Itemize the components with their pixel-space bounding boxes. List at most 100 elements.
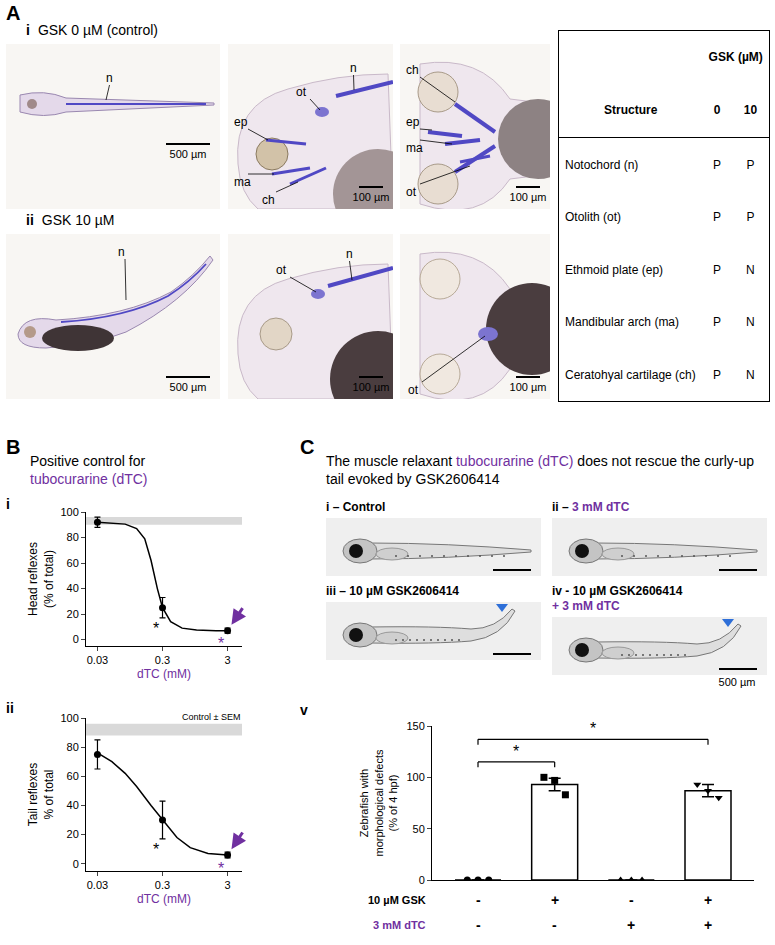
svg-text:-: -	[476, 917, 481, 933]
html-text:GSK 0 µM (control): GSK 0 µM (control)	[37, 22, 158, 38]
svg-text:0.03: 0.03	[87, 654, 108, 666]
html-text:Otolith (ot): Otolith (ot)	[565, 210, 621, 225]
html-text:0: 0	[713, 103, 721, 118]
svg-text:0: 0	[419, 874, 425, 886]
svg-text:ep: ep	[234, 115, 248, 129]
svg-text:*: *	[153, 620, 159, 637]
svg-text:ot: ot	[408, 383, 419, 397]
html-text:10: 10	[743, 103, 758, 118]
svg-text:10 µM GSK: 10 µM GSK	[368, 894, 426, 906]
svg-text:3: 3	[225, 879, 231, 891]
svg-text:*: *	[153, 841, 159, 858]
svg-text:3: 3	[225, 654, 231, 666]
svg-text:*: *	[218, 860, 224, 877]
svg-text:*: *	[218, 635, 224, 652]
html-text:ii: ii	[6, 700, 14, 716]
html-text:GSK 10 µM: GSK 10 µM	[41, 212, 115, 228]
html-text:Ethmoid plate (ep): Ethmoid plate (ep)	[565, 262, 664, 277]
svg-text:ch: ch	[406, 63, 419, 77]
html-text:ii: ii	[26, 212, 34, 228]
html-text:+ 3 mM dTC: + 3 mM dTC	[552, 599, 620, 613]
svg-text:500 µm: 500 µm	[170, 148, 207, 160]
svg-text:Tail reflexes% of total: Tail reflexes% of total	[26, 763, 56, 826]
html-text:Mandibular arch (ma): Mandibular arch (ma)	[565, 315, 679, 330]
svg-text:ep: ep	[406, 115, 420, 129]
svg-text:20: 20	[67, 828, 79, 840]
svg-text:80: 80	[67, 741, 79, 753]
html-text:P: P	[713, 315, 722, 330]
svg-text:3 mM dTC: 3 mM dTC	[373, 919, 426, 931]
svg-text:20: 20	[67, 608, 79, 620]
html-text:Ceratohyal cartilage (ch): Ceratohyal cartilage (ch)	[565, 367, 696, 382]
svg-text:n: n	[118, 245, 125, 259]
svg-text:40: 40	[67, 582, 79, 594]
html-text:A: A	[6, 2, 21, 24]
svg-text:100 µm: 100 µm	[353, 381, 390, 393]
svg-text:dTC (mM): dTC (mM)	[137, 667, 191, 681]
svg-text:50: 50	[413, 823, 425, 835]
html-text:C: C	[300, 436, 315, 458]
svg-text:ch: ch	[262, 193, 275, 207]
html-text:Structure: Structure	[604, 103, 658, 118]
svg-text:+: +	[551, 892, 559, 908]
svg-text:Zebrafish withmorphological de: Zebrafish withmorphological defects(% of…	[358, 749, 399, 857]
svg-text:ot: ot	[406, 185, 417, 199]
html-text:N: N	[746, 315, 755, 330]
svg-text:100: 100	[60, 506, 78, 518]
html-text:v: v	[300, 702, 308, 718]
html-text:P: P	[713, 157, 722, 172]
html-text:P: P	[746, 157, 755, 172]
html-text:N: N	[746, 367, 755, 382]
html-text:P: P	[713, 262, 722, 277]
svg-text:dTC (mM): dTC (mM)	[137, 892, 191, 906]
html-text:iii – 10 µM GSK2606414: iii – 10 µM GSK2606414	[326, 584, 459, 598]
html-text:Notochord (n): Notochord (n)	[565, 157, 639, 172]
svg-text:40: 40	[67, 799, 79, 811]
html-text:P: P	[713, 210, 722, 225]
html-text:ii – 3 mM dTC: ii – 3 mM dTC	[552, 500, 630, 514]
svg-text:n: n	[106, 71, 113, 85]
svg-text:100: 100	[406, 771, 424, 783]
svg-text:100: 100	[60, 712, 78, 724]
svg-text:ma: ma	[234, 175, 251, 189]
html-text:i – Control: i – Control	[326, 500, 386, 514]
svg-text:n: n	[350, 61, 357, 75]
svg-text:80: 80	[67, 531, 79, 543]
svg-text:100 µm: 100 µm	[510, 191, 547, 203]
svg-text:Head reflexes(% of total): Head reflexes(% of total)	[26, 542, 56, 616]
svg-text:60: 60	[67, 557, 79, 569]
html-text:P: P	[746, 210, 755, 225]
svg-text:Control ± SEM: Control ± SEM	[182, 712, 240, 722]
svg-text:500 µm: 500 µm	[170, 381, 207, 393]
svg-text:ma: ma	[406, 141, 423, 155]
svg-text:0.03: 0.03	[87, 879, 108, 891]
svg-text:ot: ot	[296, 85, 307, 99]
svg-text:-: -	[552, 917, 557, 933]
svg-text:*: *	[590, 720, 596, 737]
svg-text:60: 60	[67, 770, 79, 782]
svg-text:-: -	[476, 892, 481, 908]
svg-text:150: 150	[406, 720, 424, 732]
svg-text:100 µm: 100 µm	[510, 381, 547, 393]
svg-text:+: +	[704, 892, 712, 908]
html-text:Positive control for: Positive control for	[30, 453, 146, 469]
svg-text:0.3: 0.3	[155, 654, 170, 666]
svg-text:*: *	[513, 743, 519, 760]
svg-text:+: +	[627, 917, 635, 933]
html-text:P: P	[713, 367, 722, 382]
html-text:GSK (µM): GSK (µM)	[708, 50, 763, 65]
svg-text:0: 0	[73, 633, 79, 645]
svg-text:ot: ot	[276, 263, 287, 277]
html-text:500 µm: 500 µm	[718, 676, 756, 688]
html-text:The muscle relaxant tubocurari: The muscle relaxant tubocurarine (dTC) d…	[326, 453, 754, 487]
svg-text:100 µm: 100 µm	[353, 191, 390, 203]
svg-text:n: n	[346, 247, 353, 261]
svg-text:+: +	[704, 917, 712, 933]
html-text:tubocurarine (dTC): tubocurarine (dTC)	[30, 471, 148, 487]
html-text:iv - 10 µM GSK2606414: iv - 10 µM GSK2606414	[552, 584, 683, 598]
svg-text:0: 0	[73, 858, 79, 870]
svg-text:0.3: 0.3	[155, 879, 170, 891]
html-text:B: B	[6, 436, 21, 458]
svg-text:-: -	[629, 892, 634, 908]
html-text:N: N	[746, 262, 755, 277]
